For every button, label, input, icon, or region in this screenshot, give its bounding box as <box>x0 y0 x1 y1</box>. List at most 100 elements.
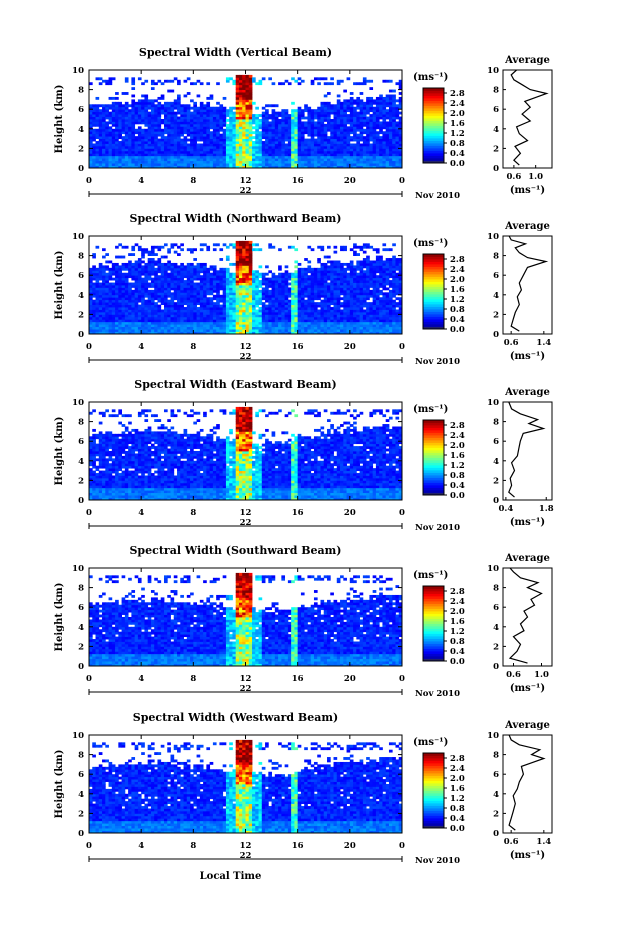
heatmap-cell <box>307 304 312 308</box>
heatmap-cell <box>327 145 331 149</box>
heatmap-cell <box>323 136 328 139</box>
heatmap-cell <box>336 99 341 103</box>
heatmap-cell <box>92 324 96 328</box>
heatmap-cell <box>395 143 400 147</box>
heatmap-cell <box>340 311 344 315</box>
heatmap-cell <box>147 307 152 310</box>
heatmap-cell <box>258 138 263 142</box>
heatmap-cell <box>278 316 282 320</box>
heatmap-cell <box>150 314 155 318</box>
heatmap-cell <box>128 272 132 276</box>
heatmap-cell <box>252 145 256 149</box>
heatmap-cell <box>173 165 178 168</box>
heatmap-cell <box>193 287 197 291</box>
heatmap-cell <box>199 289 204 293</box>
heatmap-cell <box>313 294 318 298</box>
heatmap-cell <box>89 316 93 320</box>
heatmap-cell <box>274 285 279 288</box>
heatmap-cell <box>366 119 370 122</box>
heatmap-cell <box>336 123 341 127</box>
heatmap-cell <box>245 275 250 279</box>
heatmap-cell <box>95 245 100 249</box>
heatmap-cell <box>124 153 129 157</box>
heatmap-cell <box>330 262 334 266</box>
heatmap-cell <box>190 311 194 315</box>
heatmap-cell <box>225 141 230 144</box>
heatmap-cell <box>183 285 188 288</box>
heatmap-cell <box>219 104 224 108</box>
heatmap-cell <box>245 138 250 142</box>
heatmap-cell <box>89 133 93 137</box>
heatmap-cell <box>219 314 224 318</box>
heatmap-cell <box>252 289 256 293</box>
heatmap-cell <box>105 307 109 310</box>
heatmap-cell <box>170 299 175 303</box>
heatmap-cell <box>160 111 165 115</box>
heatmap-cell <box>147 99 152 103</box>
heatmap-cell <box>206 270 211 274</box>
heatmap-cell <box>199 155 204 159</box>
heatmap-cell <box>291 158 295 162</box>
heatmap-cell <box>196 294 201 298</box>
heatmap-cell <box>235 145 240 149</box>
heatmap-cell <box>147 258 152 261</box>
heatmap-cell <box>190 324 194 328</box>
heatmap-cell <box>245 282 250 286</box>
heatmap-cell <box>252 307 256 310</box>
heatmap-cell <box>327 104 331 108</box>
heatmap-cell <box>359 160 364 164</box>
heatmap-cell <box>268 114 272 117</box>
heatmap-cell <box>190 267 194 271</box>
heatmap-cell <box>98 111 103 115</box>
heatmap-cell <box>392 150 396 154</box>
heatmap-cell <box>359 165 364 168</box>
heatmap-cell <box>115 104 119 108</box>
heatmap-cell <box>366 138 370 142</box>
heatmap-cell <box>131 82 136 86</box>
heatmap-cell <box>268 143 272 147</box>
heatmap-cell <box>128 319 132 323</box>
heatmap-cell <box>252 282 256 286</box>
heatmap-cell <box>203 116 207 120</box>
heatmap-cell <box>229 123 233 127</box>
heatmap-cell <box>216 155 220 159</box>
heatmap-cell <box>163 289 168 293</box>
heatmap-cell <box>108 309 113 313</box>
heatmap-cell <box>274 314 279 318</box>
heatmap-cell <box>252 287 256 291</box>
heatmap-cell <box>206 321 211 325</box>
heatmap-cell <box>167 101 171 105</box>
heatmap-cell <box>124 101 129 105</box>
heatmap-cell <box>320 289 325 293</box>
heatmap-cell <box>167 148 171 152</box>
heatmap-cell <box>193 275 197 279</box>
heatmap-cell <box>336 321 341 325</box>
heatmap-cell <box>395 99 400 103</box>
heatmap-cell <box>336 289 341 293</box>
heatmap-cell <box>98 160 103 164</box>
heatmap-cell <box>271 324 276 328</box>
heatmap-cell <box>108 302 113 305</box>
heatmap-cell <box>382 104 387 108</box>
heatmap-cell <box>294 287 299 291</box>
heatmap-cell <box>141 321 145 325</box>
heatmap-cell <box>323 94 328 98</box>
heatmap-cell <box>170 155 175 159</box>
heatmap-cell <box>362 150 367 154</box>
heatmap-cell <box>134 272 139 276</box>
heatmap-cell <box>128 141 132 144</box>
heatmap-cell <box>92 314 96 318</box>
heatmap-cell <box>379 101 383 105</box>
heatmap-cell <box>271 304 276 308</box>
heatmap-cell <box>284 329 289 332</box>
heatmap-cell <box>265 294 269 298</box>
heatmap-cell <box>144 272 149 276</box>
heatmap-cell <box>163 319 168 323</box>
heatmap-cell <box>157 141 162 144</box>
heatmap-cell <box>268 245 272 249</box>
heatmap-cell <box>242 143 246 147</box>
heatmap-cell <box>323 326 328 330</box>
heatmap-cell <box>235 131 240 135</box>
heatmap-cell <box>388 143 393 147</box>
heatmap-cell <box>154 275 158 279</box>
